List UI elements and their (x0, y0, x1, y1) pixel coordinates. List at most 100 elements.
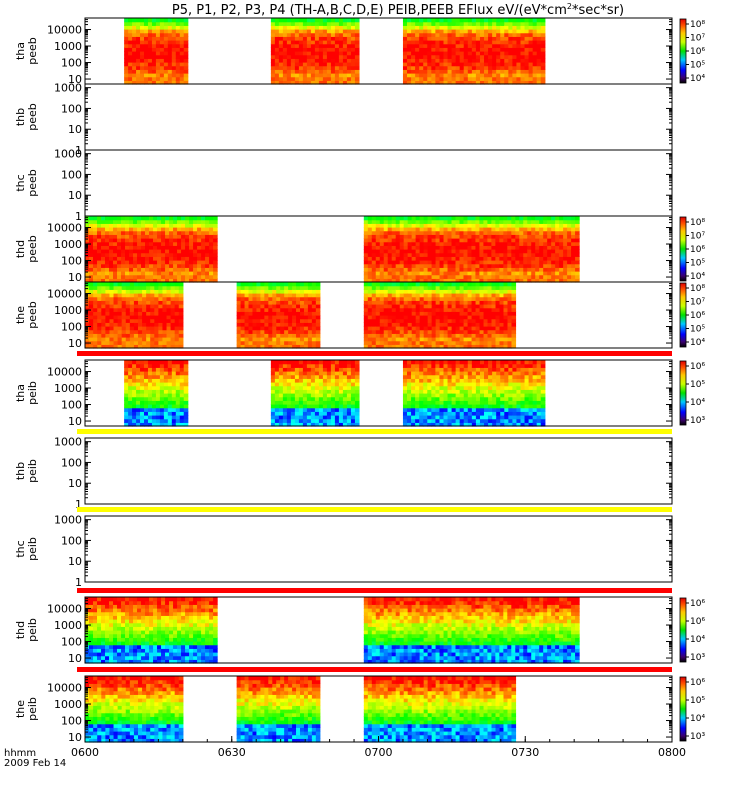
spectrogram-cell (455, 289, 461, 294)
spectrogram-cell (395, 263, 401, 268)
spectrogram-cell (101, 307, 106, 312)
spectrogram-cell (516, 58, 522, 63)
spectrogram-cell (89, 216, 94, 221)
spectrogram-cell (383, 260, 389, 265)
spectrogram-cell (101, 296, 106, 301)
spectrogram-cell (447, 80, 453, 85)
spectrogram-cell (201, 256, 206, 261)
spectrogram-cell (515, 227, 520, 232)
spectrogram-cell (463, 315, 469, 320)
spectrogram-cell (531, 260, 536, 265)
spectrogram-cell (181, 256, 186, 261)
spectrogram-cell (467, 293, 473, 298)
spectrogram-cell (171, 400, 177, 405)
spectrogram-cell (379, 274, 385, 279)
spectrogram-cell (536, 76, 542, 81)
spectrogram-cell (205, 238, 210, 243)
spectrogram-cell (307, 344, 313, 349)
spectrogram-cell (504, 47, 509, 52)
spectrogram-cell (411, 58, 416, 63)
spectrogram-cell (181, 241, 186, 246)
spectrogram-cell (161, 263, 166, 268)
spectrogram-cell (367, 241, 373, 246)
spectrogram-cell (169, 249, 174, 254)
spectrogram-cell (415, 329, 421, 334)
spectrogram-cell (419, 216, 425, 221)
spectrogram-cell (427, 322, 433, 327)
spectrogram-cell (443, 333, 449, 338)
spectrogram-cell (519, 278, 524, 283)
spectrogram-cell (161, 234, 166, 239)
spectrogram-cell (447, 51, 453, 56)
spectrogram-cell (288, 337, 293, 342)
spectrogram-cell (124, 21, 129, 26)
spectrogram-cell (97, 307, 102, 312)
spectrogram-cell (300, 300, 305, 305)
spectrogram-cell (334, 54, 340, 59)
spectrogram-cell (471, 219, 477, 224)
spectrogram-cell (290, 54, 296, 59)
spectrogram-cell (411, 311, 417, 316)
spectrogram-cell (311, 337, 317, 342)
spectrogram-cell (145, 223, 150, 228)
spectrogram-cell (151, 422, 157, 427)
spectrogram-cell (443, 315, 449, 320)
spectrogram-cell (307, 326, 313, 331)
spectrogram-cell (290, 69, 296, 74)
spectrogram-cell (136, 18, 141, 23)
spectrogram-cell (439, 51, 445, 56)
spectrogram-cell (512, 25, 518, 30)
spectrogram-cell (137, 249, 142, 254)
spectrogram-cell (171, 21, 177, 26)
spectrogram-cell (144, 407, 149, 412)
spectrogram-cell (132, 69, 137, 74)
spectrogram-cell (567, 219, 572, 224)
spectrogram-cell (379, 256, 385, 261)
spectrogram-cell (132, 367, 137, 372)
spectrogram-cell (167, 415, 173, 420)
spectrogram-cell (515, 234, 520, 239)
spectrogram-cell (459, 285, 465, 290)
spectrogram-cell (567, 263, 572, 268)
spectrogram-cell (443, 241, 449, 246)
spectrogram-cell (371, 344, 377, 349)
spectrogram-cell (178, 304, 184, 309)
spectrogram-cell (284, 322, 289, 327)
spectrogram-cell (294, 58, 300, 63)
spectrogram-cell (284, 318, 289, 323)
spectrogram-cell (310, 51, 316, 56)
spectrogram-cell (280, 337, 285, 342)
spectrogram-cell (303, 318, 309, 323)
spectrogram-cell (124, 389, 129, 394)
spectrogram-cell (146, 337, 151, 342)
spectrogram-cell (322, 36, 328, 41)
spectrogram-cell (144, 18, 149, 23)
spectrogram-cell (113, 252, 118, 257)
spectrogram-cell (137, 256, 142, 261)
spectrogram-cell (459, 340, 465, 345)
spectrogram-cell (399, 223, 405, 228)
spectrogram-cell (431, 54, 436, 59)
spectrogram-cell (451, 337, 457, 342)
spectrogram-cell (563, 227, 568, 232)
spectrogram-cell (467, 25, 473, 30)
spectrogram-cell (451, 318, 457, 323)
spectrogram-cell (280, 326, 285, 331)
spectrogram-cell (391, 289, 397, 294)
spectrogram-cell (155, 371, 161, 376)
spectrogram-cell (536, 32, 542, 37)
spectrogram-cell (144, 36, 149, 41)
spectrogram-cell (159, 58, 165, 63)
spectrogram-cell (375, 344, 381, 349)
spectrogram-cell (519, 245, 524, 250)
spectrogram-cell (302, 69, 308, 74)
spectrogram-cell (89, 267, 94, 272)
spectrogram-cell (137, 245, 142, 250)
spectrogram-cell (411, 252, 417, 257)
spectrogram-cell (154, 340, 159, 345)
panel-product-label: peeb (26, 37, 39, 65)
spectrogram-cell (411, 315, 417, 320)
spectrogram-cell (290, 47, 296, 52)
spectrogram-cell (507, 219, 512, 224)
spectrogram-cell (334, 29, 340, 34)
